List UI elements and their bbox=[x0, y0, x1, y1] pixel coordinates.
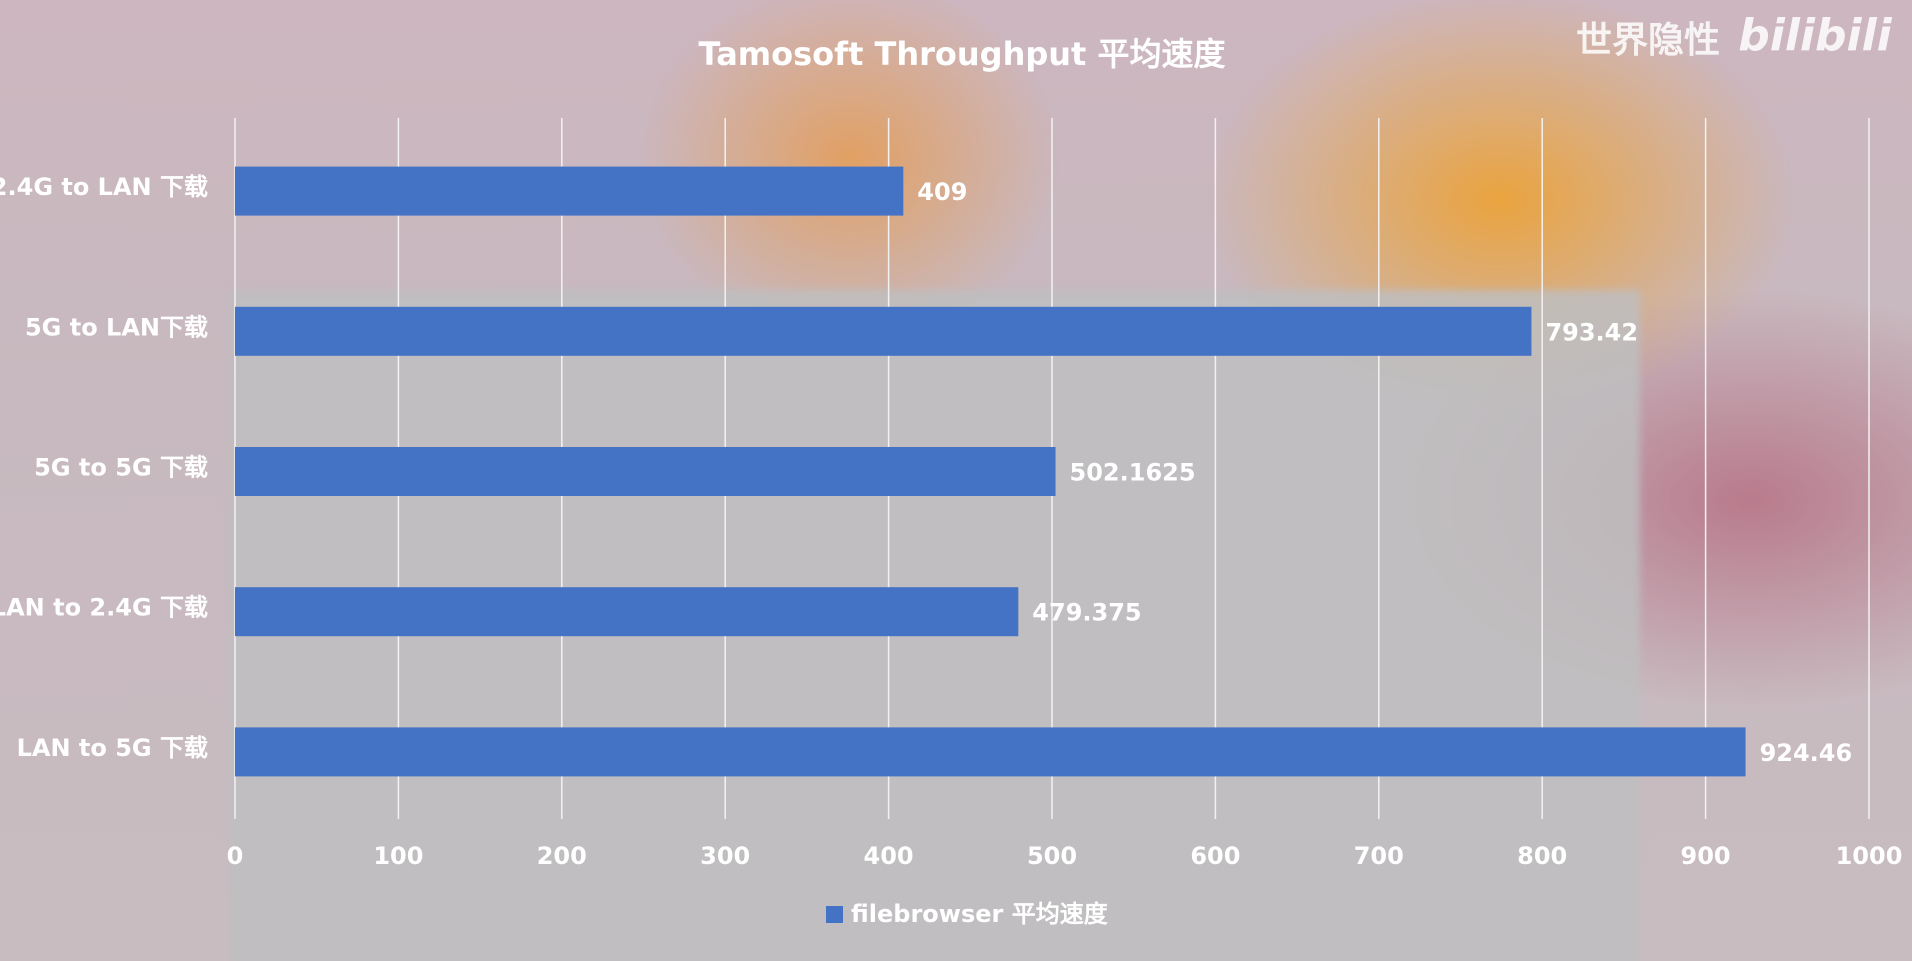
y-tick-label: 5G to 5G 下载 bbox=[34, 454, 208, 482]
bar bbox=[235, 306, 1532, 356]
x-tick-label: 800 bbox=[1517, 842, 1567, 870]
data-label: 479.375 bbox=[1032, 599, 1141, 627]
logo: bilibili bbox=[1738, 10, 1892, 61]
data-label: 924.46 bbox=[1760, 739, 1853, 767]
data-label: 502.1625 bbox=[1070, 459, 1196, 487]
y-tick-label: 2.4G to LAN 下载 bbox=[0, 173, 208, 201]
data-label: 793.42 bbox=[1545, 318, 1638, 346]
bar bbox=[235, 166, 904, 216]
x-tick-label: 600 bbox=[1190, 842, 1240, 870]
x-tick-label: 1000 bbox=[1836, 842, 1903, 870]
x-tick-label: 700 bbox=[1354, 842, 1404, 870]
x-tick-label: 0 bbox=[227, 842, 244, 870]
x-tick-label: 100 bbox=[373, 842, 423, 870]
x-tick-label: 300 bbox=[700, 842, 750, 870]
x-tick-label: 900 bbox=[1681, 842, 1731, 870]
y-tick-label: LAN to 5G 下载 bbox=[17, 734, 208, 762]
watermark: 世界隐性 bbox=[1576, 20, 1720, 61]
bar bbox=[235, 447, 1056, 496]
y-tick-label: 5G to LAN下载 bbox=[25, 313, 208, 341]
y-tick-label: LAN to 2.4G 下载 bbox=[0, 594, 208, 622]
legend-swatch bbox=[826, 906, 843, 923]
legend-label: filebrowser 平均速度 bbox=[851, 900, 1109, 928]
x-tick-label: 200 bbox=[537, 842, 587, 870]
x-tick-label: 500 bbox=[1027, 842, 1077, 870]
bar bbox=[235, 587, 1019, 637]
chart-title: Tamosoft Throughput 平均速度 bbox=[699, 35, 1226, 73]
x-tick-label: 400 bbox=[864, 842, 914, 870]
data-label: 409 bbox=[917, 178, 967, 206]
bar bbox=[235, 727, 1746, 777]
